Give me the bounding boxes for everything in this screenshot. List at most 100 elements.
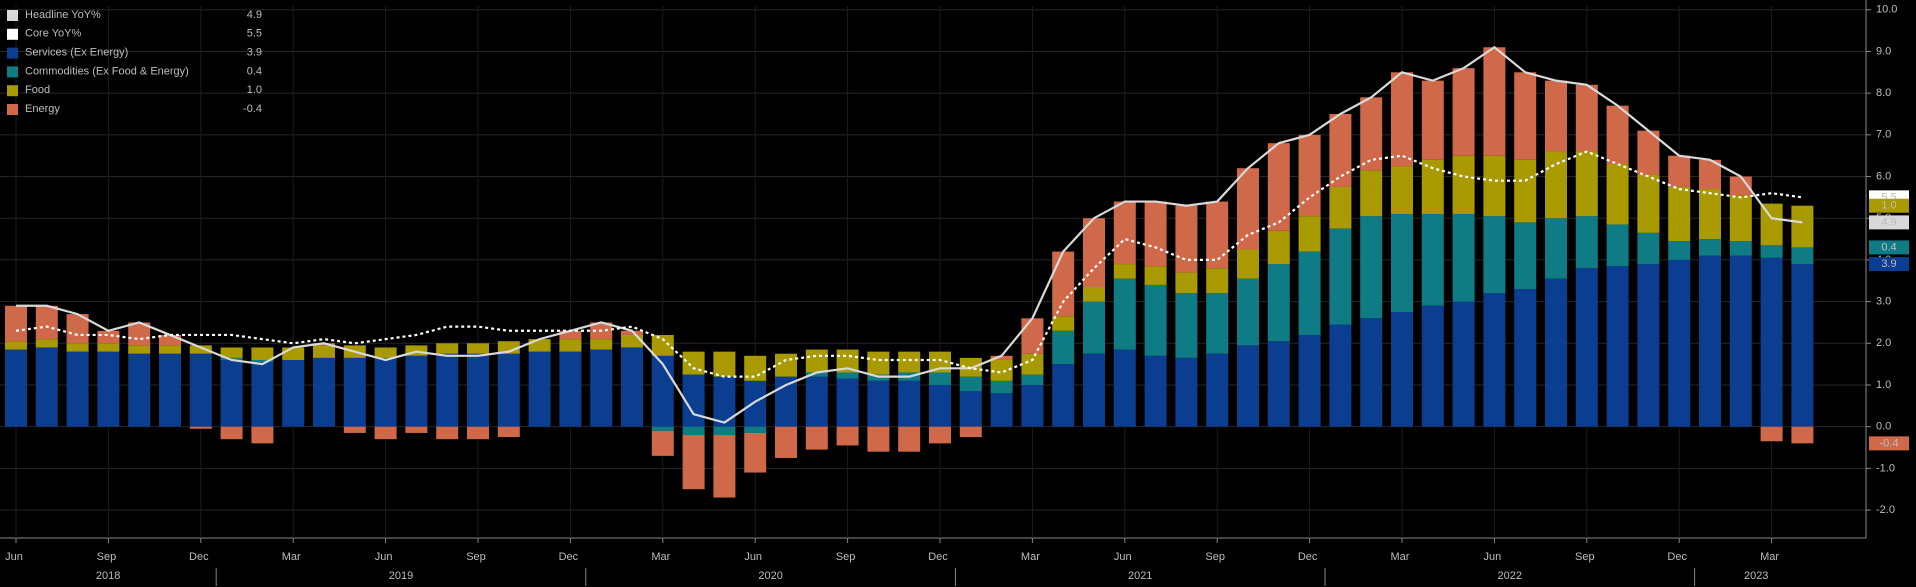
bar	[1206, 201, 1229, 269]
bar	[313, 345, 335, 358]
bar	[1699, 159, 1721, 190]
bar	[1421, 159, 1444, 215]
bar	[1329, 228, 1352, 325]
bar	[1021, 374, 1044, 385]
bar	[805, 376, 828, 427]
bar	[467, 353, 489, 427]
bar	[1329, 324, 1352, 427]
bar	[1760, 203, 1783, 246]
bar	[1699, 239, 1721, 256]
legend-label: Commodities (Ex Food & Energy)	[25, 65, 189, 77]
bar	[621, 330, 643, 335]
bar	[1637, 264, 1660, 427]
bar	[959, 376, 982, 392]
bar	[744, 380, 767, 427]
bar	[1575, 151, 1598, 217]
bar	[405, 355, 428, 427]
x-group-label: 2018	[96, 570, 120, 582]
bar	[1760, 426, 1783, 442]
value-tag	[1869, 240, 1909, 255]
bar	[1237, 168, 1259, 250]
bar	[35, 347, 58, 427]
bar	[744, 432, 767, 473]
bar	[189, 345, 212, 354]
bar	[528, 339, 551, 352]
line-series	[16, 45, 1803, 424]
bar	[805, 426, 828, 450]
y-tick-label: 1.0	[1876, 379, 1891, 391]
bar	[1545, 80, 1567, 152]
bar	[1421, 80, 1444, 160]
value-tag-label: 1.0	[1881, 200, 1896, 212]
x-tick-label: Sep	[97, 551, 117, 563]
legend-value: 5.5	[247, 28, 262, 40]
bar	[898, 351, 921, 373]
bar	[775, 426, 797, 458]
bar	[1391, 312, 1413, 427]
bar	[1237, 345, 1259, 427]
bar	[1637, 174, 1660, 233]
bar	[959, 391, 982, 427]
bar	[251, 362, 274, 427]
bar	[1113, 264, 1136, 279]
bar	[343, 357, 366, 427]
legend-swatch	[7, 47, 18, 59]
bar	[128, 353, 151, 427]
bar	[651, 426, 674, 431]
bar	[436, 426, 459, 440]
bar	[867, 426, 890, 452]
bar	[1729, 255, 1752, 427]
bar	[713, 435, 736, 498]
legend-value: 0.4	[247, 65, 262, 77]
bar	[97, 330, 120, 344]
bar	[1514, 159, 1537, 223]
x-tick-label: Dec	[559, 551, 579, 563]
x-group-label: 2019	[389, 570, 413, 582]
bar	[929, 372, 951, 385]
bar	[1329, 186, 1352, 229]
bar	[282, 347, 305, 360]
bar	[867, 380, 890, 427]
x-tick-label: Jun	[1114, 551, 1132, 563]
bar	[436, 343, 459, 354]
bar	[497, 353, 520, 427]
x-group-label: 2020	[758, 570, 782, 582]
legend-value: 3.9	[247, 47, 262, 59]
bar	[898, 426, 921, 452]
x-group-label: 2021	[1128, 570, 1152, 582]
y-tick-label: 10.0	[1876, 4, 1897, 16]
legend-swatch	[7, 28, 18, 40]
bar	[467, 343, 489, 354]
bar	[836, 426, 859, 446]
bar	[528, 351, 551, 427]
bar	[1052, 316, 1075, 331]
bar	[1606, 164, 1629, 225]
x-tick-label: Mar	[282, 551, 301, 563]
bar	[5, 341, 27, 350]
bar	[1021, 384, 1044, 427]
bar	[1237, 249, 1259, 279]
bar	[1421, 305, 1444, 427]
bar	[1699, 255, 1721, 427]
bar	[559, 330, 582, 340]
bar	[559, 351, 582, 427]
bar	[990, 359, 1013, 381]
bar	[5, 349, 27, 427]
bar	[1298, 134, 1321, 217]
legend-label: Energy	[25, 103, 60, 115]
bar	[1452, 155, 1475, 215]
bar	[1699, 189, 1721, 240]
bar	[1298, 251, 1321, 335]
bar	[66, 343, 89, 352]
bar	[959, 426, 982, 438]
bar	[1175, 293, 1198, 358]
bar	[1606, 266, 1629, 427]
bar	[66, 351, 89, 427]
x-tick-label: Jun	[1484, 551, 1502, 563]
bar	[1791, 426, 1814, 444]
bar	[682, 351, 705, 375]
bar	[1052, 364, 1075, 427]
bar	[1206, 268, 1229, 294]
bar	[713, 426, 736, 436]
bar	[1144, 266, 1167, 285]
